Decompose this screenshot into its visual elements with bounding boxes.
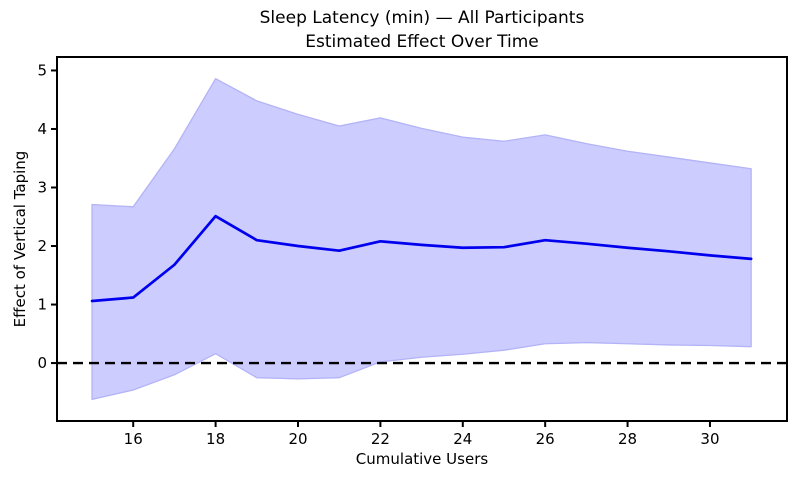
plot-border (56, 56, 788, 422)
x-tick-label: 24 (453, 430, 472, 448)
x-tick-label: 20 (288, 430, 307, 448)
confidence-band (91, 78, 752, 400)
y-tick-label: 3 (37, 179, 47, 197)
y-tick-label: 4 (37, 120, 47, 138)
y-tick-label: 5 (37, 61, 47, 79)
y-tick-label: 1 (37, 296, 47, 314)
effect-line-series (90, 214, 753, 303)
x-tick-label: 16 (124, 430, 143, 448)
chart-title-line1: Sleep Latency (min) — All Participants (259, 8, 585, 28)
x-tick-label: 22 (371, 430, 390, 448)
chart-title-line2: Estimated Effect Over Time (305, 32, 539, 52)
x-tick-label: 18 (206, 430, 225, 448)
x-tick-label: 28 (618, 430, 637, 448)
x-axis-label: Cumulative Users (355, 450, 489, 468)
x-tick-label: 26 (536, 430, 555, 448)
y-tick-label: 0 (37, 354, 47, 372)
y-tick-label: 2 (37, 237, 47, 255)
y-axis-label: Effect of Vertical Taping (11, 150, 29, 328)
x-tick-label: 30 (700, 430, 719, 448)
